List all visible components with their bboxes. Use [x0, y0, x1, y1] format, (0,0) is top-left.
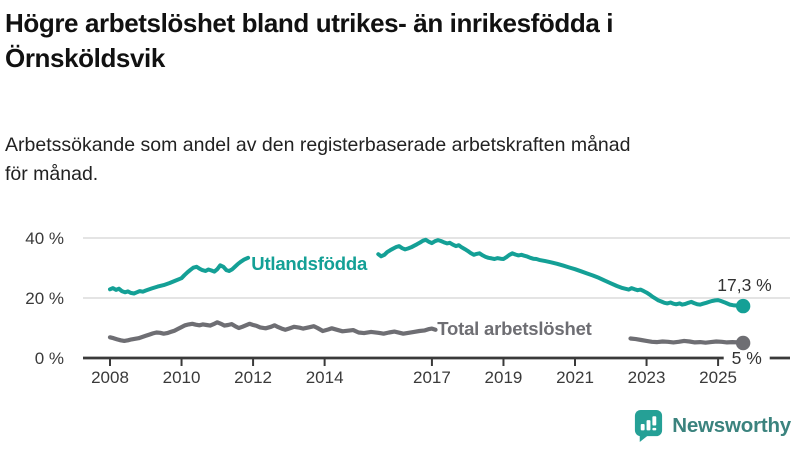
- x-axis-tick-label-2012: 2012: [234, 368, 272, 387]
- series-label-total-arbetsl-shet: Total arbetslöshet: [437, 318, 591, 339]
- x-axis-tick-label-2014: 2014: [306, 368, 344, 387]
- y-axis-tick-label-40: 40 %: [25, 229, 64, 248]
- end-dot-total-arbetsl-shet: [735, 335, 751, 351]
- end-value-label-total-arbetsl-shet: 5 %: [732, 348, 762, 368]
- x-axis-tick-label-2017: 2017: [413, 368, 451, 387]
- chart-line-total-arbetsl-shet-seg2: [628, 336, 746, 346]
- chart-title-line-2: Örnsköldsvik: [5, 43, 165, 73]
- chart-line-utlandsf-dda-seg2: [376, 237, 746, 309]
- newsworthy-speech-bubble-bar-chart-icon: [635, 409, 663, 442]
- x-axis-tick-label-2008: 2008: [91, 368, 129, 387]
- x-axis-tick-label-2023: 2023: [628, 368, 666, 387]
- y-axis-tick-label-20: 20 %: [25, 289, 64, 308]
- newsworthy-logo: Newsworthy: [632, 408, 791, 443]
- chart-title-line-1: Högre arbetslöshet bland utrikes- än inr…: [5, 8, 614, 38]
- chart-subtitle-line-1: Arbetssökande som andel av den registerb…: [5, 134, 631, 156]
- chart-subtitle-line-2: för månad.: [5, 163, 99, 185]
- end-label-bg-total-arbetsl-shet: [723, 349, 770, 368]
- y-axis-tick-label-0: 0 %: [35, 349, 64, 368]
- x-axis-tick-label-2025: 2025: [699, 368, 737, 387]
- chart-line-total-arbetsl-shet-seg1: [107, 320, 438, 343]
- chart-subtitle: Arbetssökande som andel av den registerb…: [5, 131, 793, 189]
- newsworthy-wordmark: Newsworthy: [672, 413, 791, 437]
- end-value-label-utlandsf-dda: 17,3 %: [717, 275, 771, 295]
- series-label-utlandsf-dda: Utlandsfödda: [251, 253, 368, 274]
- x-axis-tick-label-2010: 2010: [163, 368, 201, 387]
- chart-line-utlandsf-dda-seg1: [108, 255, 251, 296]
- end-dot-utlandsf-dda: [735, 298, 751, 314]
- x-axis-tick-label-2021: 2021: [556, 368, 594, 387]
- chart-title: Högre arbetslöshet bland utrikes- än inr…: [5, 6, 793, 76]
- x-axis-tick-label-2019: 2019: [485, 368, 523, 387]
